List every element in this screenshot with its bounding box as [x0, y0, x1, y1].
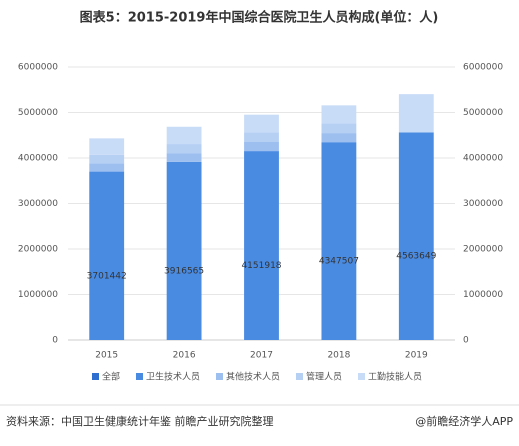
- bar-segment: [244, 114, 279, 133]
- legend-swatch: [296, 373, 303, 380]
- chart-title: 图表5：2015-2019年中国综合医院卫生人员构成(单位：人): [80, 10, 439, 26]
- bar-segment: [89, 138, 125, 155]
- legend-label: 工勤技能人员: [368, 371, 422, 383]
- source: 资料来源：中国卫生健康统计年鉴 前瞻产业研究院整理: [6, 414, 274, 428]
- bar-segment: [166, 161, 202, 340]
- y2-tick-label: 5000000: [463, 108, 503, 118]
- y-tick-label: 4000000: [18, 154, 58, 164]
- y2-tick-label: 3000000: [463, 199, 503, 209]
- bar-segment: [244, 141, 279, 152]
- legend-swatch: [92, 373, 99, 380]
- y-tick-label: 3000000: [18, 199, 58, 209]
- y2-tick-label: 4000000: [463, 154, 503, 164]
- legend-swatch: [136, 373, 143, 380]
- bar-segment: [244, 132, 279, 142]
- bar-segment: [166, 153, 202, 162]
- bar-segment: [166, 144, 202, 154]
- y2-tick-label: 1000000: [463, 290, 503, 300]
- bar-segment: [321, 123, 357, 134]
- bar-segment: [321, 105, 357, 124]
- x-tick-label: 2018: [327, 351, 350, 361]
- legend-swatch: [358, 373, 365, 380]
- legend-label: 管理人员: [306, 371, 342, 383]
- bar-segment: [244, 151, 279, 340]
- y-tick-label: 6000000: [18, 63, 58, 73]
- legend-label: 卫生技术人员: [146, 371, 200, 383]
- bar-segment: [89, 163, 125, 172]
- bar-segment: [321, 133, 357, 143]
- bar-segment: [321, 142, 357, 340]
- x-tick-label: 2016: [173, 351, 196, 361]
- x-tick-label: 2015: [95, 351, 118, 361]
- credit: @前瞻经济学人APP: [415, 414, 513, 428]
- legend-label: 其他技术人员: [226, 371, 280, 383]
- value-label: 4347507: [319, 257, 359, 267]
- value-label: 3916565: [164, 266, 204, 276]
- y-tick-label: 1000000: [18, 290, 58, 300]
- value-label: 3701442: [87, 271, 127, 281]
- y-tick-label: 2000000: [18, 245, 58, 255]
- value-label: 4563649: [396, 252, 436, 262]
- x-tick-label: 2019: [405, 351, 428, 361]
- bar-segment: [398, 132, 434, 340]
- y-tick-label: 0: [52, 336, 58, 346]
- legend-swatch: [216, 373, 223, 380]
- bar-segment: [89, 171, 125, 340]
- bar-segment: [166, 126, 202, 145]
- y-tick-label: 5000000: [18, 108, 58, 118]
- y2-tick-label: 0: [463, 336, 469, 346]
- bar-segment: [89, 154, 125, 164]
- bar-segment: [398, 94, 434, 133]
- value-label: 4151918: [241, 261, 281, 271]
- y2-tick-label: 2000000: [463, 245, 503, 255]
- legend-label: 全部: [102, 371, 120, 383]
- x-tick-label: 2017: [250, 351, 273, 361]
- y2-tick-label: 6000000: [463, 63, 503, 73]
